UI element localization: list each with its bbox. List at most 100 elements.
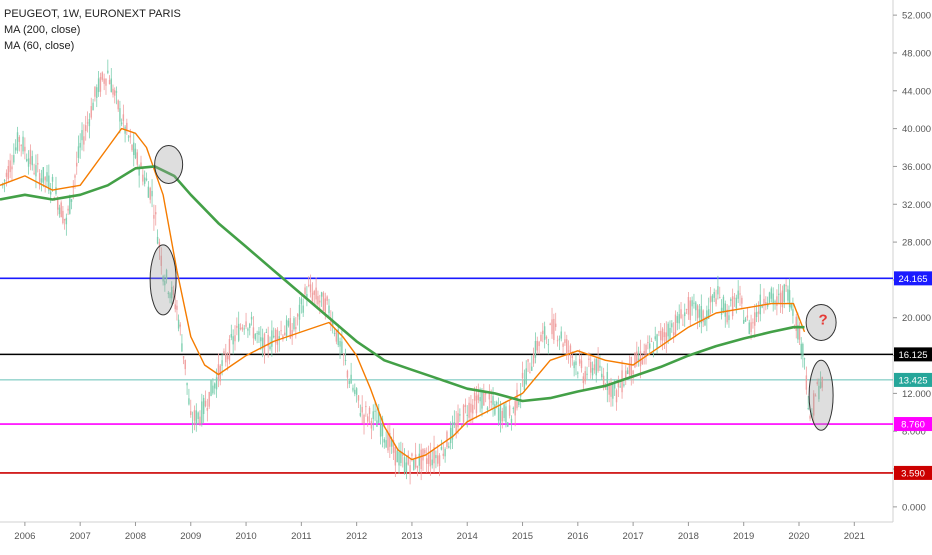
candle-body <box>636 351 638 363</box>
candle-body <box>752 322 754 324</box>
candle-body <box>308 284 310 286</box>
candle-body <box>689 300 691 321</box>
candle-body <box>763 298 765 305</box>
y-tick-label: 36.000 <box>902 162 931 173</box>
candle-body <box>99 76 102 92</box>
candle-body <box>267 334 269 347</box>
candle-body <box>807 408 809 410</box>
candle-body <box>768 292 771 303</box>
candle-body <box>280 330 282 332</box>
candle-body <box>595 358 597 376</box>
candle-body <box>671 323 673 328</box>
candle-body <box>158 242 161 249</box>
candle-body <box>291 330 293 337</box>
candle-body <box>302 305 304 313</box>
candle-body <box>818 385 820 400</box>
y-tick-label: 52.000 <box>902 11 931 22</box>
candle-body <box>669 327 671 340</box>
candle-body <box>376 420 378 427</box>
candle-body <box>772 293 774 305</box>
candle-body <box>481 392 483 409</box>
candle-body <box>96 87 98 98</box>
candle-body <box>800 343 802 354</box>
candle-body <box>370 421 373 429</box>
candle-body <box>326 296 328 301</box>
candle-body <box>114 90 116 96</box>
candle-body <box>532 353 535 364</box>
candle-body <box>77 146 80 158</box>
price-label-box <box>894 347 932 362</box>
candle-body <box>206 408 209 411</box>
y-tick-label: 48.000 <box>902 48 931 59</box>
candle-body <box>425 458 428 464</box>
candle-body <box>590 362 592 373</box>
candle-body <box>713 292 715 298</box>
candle-body <box>110 78 112 93</box>
candle-body <box>571 355 573 359</box>
candle-body <box>750 322 752 333</box>
candle-body <box>514 401 516 416</box>
candle-body <box>147 186 150 198</box>
candle-body <box>274 329 277 343</box>
candle-body <box>499 404 502 424</box>
candle-body <box>429 452 432 467</box>
candle-body <box>295 326 297 330</box>
candle-body <box>420 449 422 470</box>
candle-body <box>35 165 37 177</box>
candle-body <box>149 187 151 200</box>
candle-body <box>271 330 273 347</box>
candle-body <box>819 381 822 389</box>
candle-body <box>665 332 667 342</box>
candle-body <box>722 296 725 313</box>
candle-body <box>390 439 393 447</box>
candle-body <box>787 289 789 301</box>
candle-body <box>558 338 561 340</box>
y-tick-label: 0.000 <box>902 502 926 513</box>
candle-body <box>333 332 336 334</box>
candle-body <box>343 353 345 355</box>
candle-body <box>247 328 249 331</box>
candle-body <box>300 298 303 305</box>
candle-body <box>735 297 738 309</box>
candle-body <box>582 376 585 384</box>
candle-body <box>237 323 240 341</box>
candle-body <box>127 136 130 138</box>
candle-body <box>470 403 472 413</box>
candle-body <box>626 370 629 375</box>
candle-body <box>317 296 319 305</box>
candle-body <box>547 344 550 346</box>
candle-body <box>230 334 233 338</box>
candle-body <box>9 160 11 173</box>
candle-body <box>525 368 527 385</box>
price-label: 8.760 <box>901 420 925 431</box>
candle-body <box>344 359 347 361</box>
candle-body <box>656 334 658 349</box>
candle-body <box>422 448 424 461</box>
candle-body <box>94 86 96 97</box>
candle-body <box>315 287 317 300</box>
candle-body <box>649 343 651 349</box>
candle-body <box>22 136 24 152</box>
candle-body <box>254 333 256 340</box>
candle-body <box>757 311 760 314</box>
candle-body <box>821 376 823 388</box>
candle-body <box>322 292 325 311</box>
candle-body <box>790 303 792 309</box>
candle-body <box>562 343 564 347</box>
candle-body <box>501 410 503 422</box>
candle-body <box>702 310 704 323</box>
candle-body <box>65 217 68 225</box>
candle-body <box>630 356 632 377</box>
candle-body <box>265 331 268 333</box>
candle-body <box>739 293 741 295</box>
candle-body <box>171 286 173 299</box>
candle-body <box>289 318 291 339</box>
candle-body <box>667 323 669 337</box>
candle-body <box>269 346 271 349</box>
candle-body <box>427 455 430 464</box>
candle-body <box>553 318 555 341</box>
y-tick-label: 40.000 <box>902 124 931 135</box>
candle-body <box>330 319 332 325</box>
candle-body <box>724 303 726 317</box>
